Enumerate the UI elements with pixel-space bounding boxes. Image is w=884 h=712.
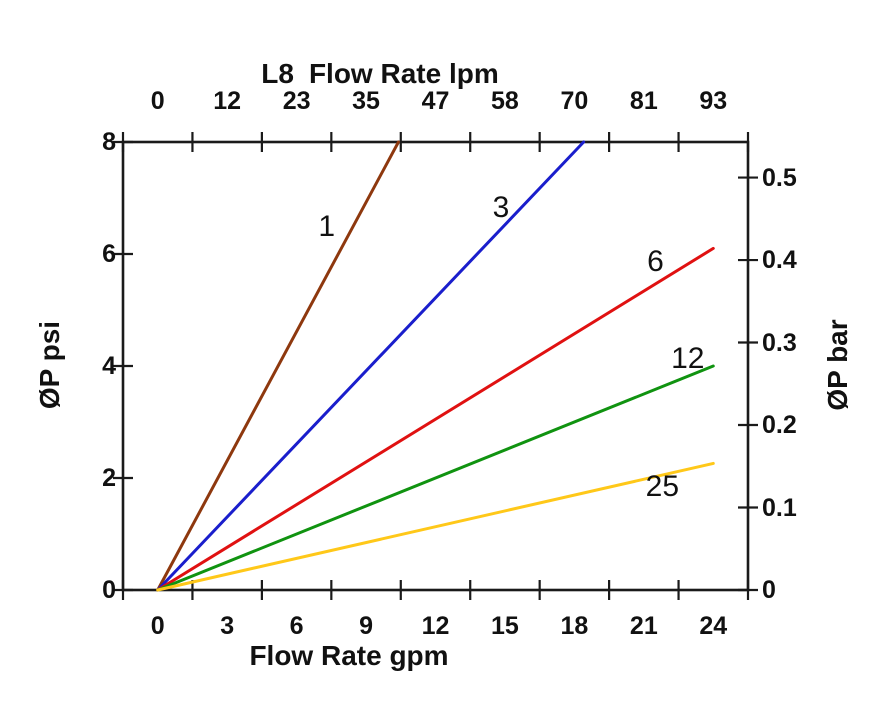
bottom-axis-tick-label: 21	[629, 612, 658, 640]
top-axis-tick-label: 12	[213, 87, 242, 115]
bottom-axis-tick-label: 24	[699, 612, 728, 640]
top-axis-tick-label: 93	[699, 87, 728, 115]
top-axis-tick-label: 35	[352, 87, 380, 115]
curve-label-1: 1	[318, 210, 336, 244]
model-label: L8	[261, 58, 294, 89]
bottom-axis-title: Flow Rate gpm	[249, 640, 449, 671]
right-axis-tick-label: 0.4	[762, 246, 797, 275]
series-line-25	[156, 461, 715, 592]
curve-label-25: 25	[645, 469, 680, 503]
bottom-axis-tick-label: 6	[289, 612, 304, 640]
top-axis-tick-label: 81	[629, 87, 658, 115]
bottom-axis-tick-label: 15	[491, 612, 519, 640]
right-axis-tick-label: 0	[762, 576, 776, 604]
left-axis-tick-label: 8	[102, 128, 116, 156]
top-axis-title: L8 Flow Rate lpm	[261, 59, 498, 89]
series-line-1	[156, 140, 400, 592]
curve-label-3: 3	[492, 191, 510, 225]
right-axis-tick-label: 0.5	[762, 163, 797, 192]
plot-frame	[121, 140, 750, 592]
right-axis-title: ØP bar	[822, 319, 853, 411]
bottom-axis-tick-label: 12	[421, 612, 450, 640]
curve-label-12: 12	[671, 341, 705, 375]
right-axis-tick-label: 0.2	[762, 411, 797, 440]
right-axis-tick-label: 0.3	[762, 328, 797, 357]
series-line-12	[156, 364, 715, 592]
left-axis-tick-label: 4	[102, 352, 116, 380]
left-axis-tick-label: 6	[102, 240, 116, 268]
series-line-6	[156, 246, 715, 592]
series-line-3	[156, 140, 586, 592]
bottom-axis-tick-label: 0	[150, 612, 165, 640]
top-axis-tick-label: 58	[491, 87, 519, 115]
top-axis-tick-label: 23	[282, 87, 311, 115]
top-axis-tick-label: 0	[150, 87, 165, 115]
bottom-axis-tick-label: 9	[359, 612, 373, 640]
left-axis-tick-label: 2	[102, 464, 116, 492]
curve-label-6: 6	[647, 244, 664, 278]
top-axis-tick-label: 70	[560, 87, 589, 115]
right-axis-tick-label: 0.1	[762, 493, 797, 522]
bottom-axis-tick-label: 3	[220, 612, 235, 640]
bottom-axis-tick-label: 18	[560, 612, 589, 640]
left-axis-tick-label: 0	[102, 576, 116, 604]
top-axis-tick-label: 47	[421, 87, 450, 115]
top-axis-title-text: Flow Rate lpm	[308, 58, 499, 89]
